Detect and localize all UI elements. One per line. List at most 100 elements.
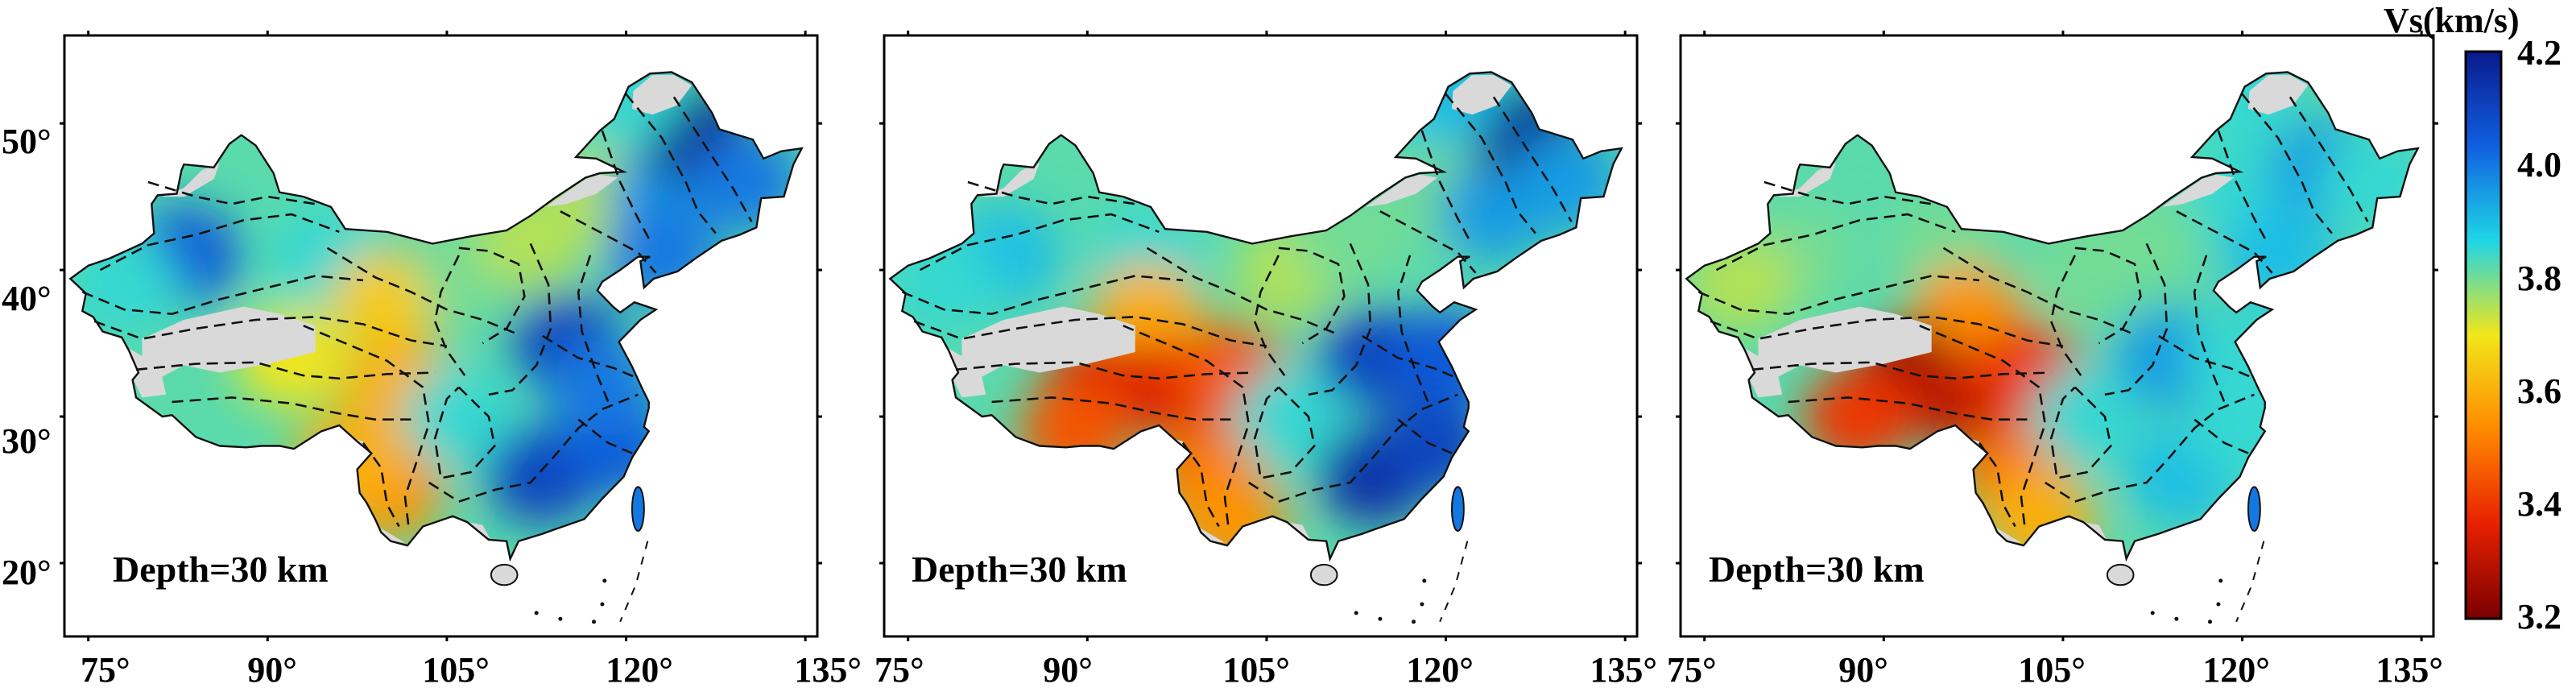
y-tick-label: 20° [2, 553, 52, 592]
colorbar-gradient [2464, 50, 2503, 620]
sea-island-marker [534, 611, 539, 615]
sea-island-marker [2150, 611, 2155, 615]
china-border [1685, 71, 2420, 562]
frame-ticks [60, 31, 822, 641]
sea-island-marker [2208, 620, 2212, 624]
block-boundary [99, 213, 340, 271]
block-boundary [433, 255, 466, 376]
colorbar-tick-label: 3.8 [2517, 259, 2562, 298]
no-data-area [632, 75, 693, 115]
block-boundary [1942, 247, 2136, 336]
x-tick-label: 120° [2202, 650, 2270, 688]
no-data-area [947, 347, 986, 398]
y-tick-label: 40° [2, 279, 52, 318]
block-boundary [362, 442, 400, 528]
frame-ticks [879, 31, 1642, 641]
block-boundary [913, 315, 1267, 347]
sea-island-marker [1378, 616, 1383, 621]
map-panel-2: Depth=30 km 75° 90° 105° 120° 135° [875, 31, 1657, 688]
velocity-anomaly [1234, 367, 1347, 467]
x-tick-label: 105° [1222, 650, 1290, 688]
block-boundary [1146, 247, 1339, 336]
x-tick-label: 75° [1667, 650, 1717, 688]
block-boundary [1253, 255, 1286, 376]
no-data-area [142, 306, 316, 388]
colorbar-tick-label: 4.0 [2517, 145, 2562, 184]
block-boundary [2289, 96, 2369, 222]
velocity-anomaly [402, 367, 515, 467]
no-data-area [1366, 174, 1438, 207]
block-boundary [1697, 275, 1980, 316]
island [1309, 563, 1338, 586]
block-boundary [577, 418, 633, 454]
x-tick-label: 135° [1590, 650, 1657, 688]
x-tick-label: 135° [2375, 650, 2443, 688]
colorbar-tick-label: 4.2 [2517, 33, 2562, 73]
block-boundary [458, 247, 526, 345]
depth-label: Depth=30 km [1709, 549, 1925, 590]
y-tick-label: 30° [2, 421, 52, 461]
block-boundary [1420, 130, 1471, 242]
block-boundary [135, 361, 436, 380]
block-boundary [901, 275, 1184, 316]
block-boundary [625, 93, 717, 234]
frame-ticks [1676, 31, 2438, 641]
colorbar-tick-label: 3.2 [2517, 597, 2562, 636]
no-data-area [1194, 524, 1225, 543]
block-boundary [1445, 93, 1536, 234]
no-data-area [2162, 174, 2235, 207]
y-tick-labels: 50° 40° 30° 20° [2, 122, 52, 592]
x-tick-label: 120° [1406, 650, 1474, 688]
block-boundary [1379, 210, 1477, 274]
x-tick-label: 75° [875, 650, 924, 688]
colorbar-tick-label: 3.4 [2517, 484, 2562, 524]
block-boundary [1397, 418, 1453, 454]
velocity-map [879, 31, 1642, 641]
colorbar-ticks: 4.2 4.0 3.8 3.6 3.4 3.2 [2517, 33, 2562, 636]
block-boundary [93, 315, 448, 347]
block-boundary [1362, 334, 1458, 379]
block-boundary [577, 255, 610, 403]
x-tick-label: 90° [1838, 650, 1888, 688]
island [1451, 486, 1465, 533]
block-boundary [81, 275, 364, 316]
no-data-area [162, 163, 220, 197]
sea-boundary [2235, 541, 2265, 623]
x-tick-label: 135° [794, 650, 862, 688]
block-boundary [172, 396, 411, 421]
block-boundaries [81, 93, 753, 528]
block-boundary [560, 210, 657, 274]
block-boundaries [901, 93, 1573, 528]
block-boundary [326, 247, 519, 336]
block-boundary [2217, 130, 2268, 242]
map-panel-3: Depth=30 km 75° 90° 105° 120° 135° [1667, 31, 2443, 688]
block-boundary [955, 361, 1255, 380]
block-boundary [1278, 247, 1346, 345]
x-tick-labels: 75° 90° 105° 120° 135° [875, 650, 1657, 688]
sea-island-marker [1354, 611, 1358, 615]
block-boundary [2193, 255, 2226, 403]
sea-island-marker [600, 602, 605, 607]
x-tick-label: 105° [422, 650, 490, 688]
x-tick-label: 75° [81, 650, 130, 688]
no-data-area [1743, 347, 1783, 398]
sea-island-marker [592, 620, 596, 624]
map-panel-1: Depth=30 km 50° 40° 30° 20° 75° 90° 105°… [2, 31, 862, 688]
block-boundary [1308, 242, 1372, 396]
block-boundary [1710, 315, 2064, 347]
depth-label: Depth=30 km [113, 549, 329, 590]
block-boundary [1715, 213, 1956, 271]
sea-island-marker [2218, 578, 2223, 583]
island [490, 563, 519, 586]
x-tick-label: 90° [1043, 650, 1093, 688]
no-data-area [127, 347, 167, 398]
block-boundary [1751, 361, 2052, 380]
sea-boundary [1439, 541, 1469, 623]
block-boundary [428, 393, 639, 504]
block-boundary [1181, 442, 1220, 528]
block-boundary [542, 334, 639, 379]
x-tick-label: 105° [2018, 650, 2086, 688]
island [2247, 486, 2261, 533]
y-tick-label: 50° [2, 122, 52, 161]
